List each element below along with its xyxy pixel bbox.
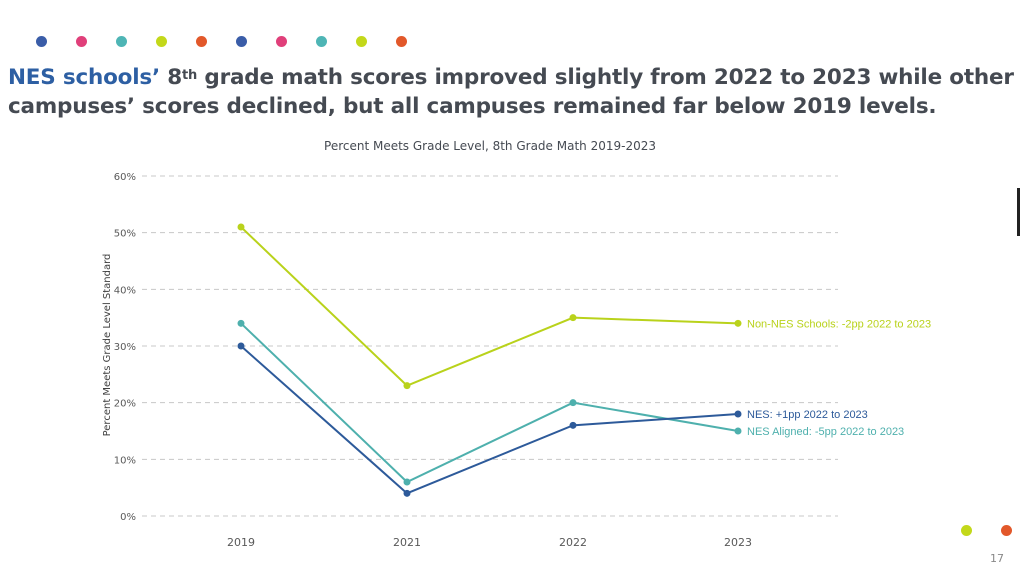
data-point (569, 421, 577, 429)
y-tick-label: 60% (114, 172, 136, 183)
page-number: 17 (990, 552, 1004, 565)
side-edge-bar (1017, 188, 1020, 236)
data-point (734, 410, 742, 418)
y-tick-label: 40% (114, 285, 136, 296)
series-label: NES: +1pp 2022 to 2023 (747, 409, 868, 421)
series-labels: Non-NES Schools: -2pp 2022 to 2023 NES Al… (747, 318, 931, 438)
decorative-dot (316, 36, 327, 47)
corner-dot (1001, 525, 1012, 536)
y-tick-label: 0% (120, 512, 136, 523)
decorative-dot (196, 36, 207, 47)
data-point (403, 489, 411, 497)
gridlines (142, 175, 838, 517)
x-tick-labels: 2019 2021 2022 2023 (227, 536, 752, 549)
series-lines (237, 223, 742, 497)
decorative-dot (356, 36, 367, 47)
chart-title: Percent Meets Grade Level, 8th Grade Mat… (324, 139, 656, 153)
decorative-dot (156, 36, 167, 47)
x-tick-label: 2019 (227, 536, 255, 549)
data-point (403, 382, 411, 390)
y-tick-labels: 0% 10% 20% 30% 40% 50% 60% (114, 172, 136, 523)
data-point (237, 223, 245, 231)
series-label: NES Aligned: -5pp 2022 to 2023 (747, 426, 904, 438)
data-point (569, 314, 577, 322)
data-point (734, 319, 742, 327)
decorative-dot (276, 36, 287, 47)
decorative-dot (36, 36, 47, 47)
decorative-dot (236, 36, 247, 47)
series-label: Non-NES Schools: -2pp 2022 to 2023 (747, 318, 931, 330)
y-tick-label: 20% (114, 399, 136, 410)
y-axis-label: Percent Meets Grade Level Standard (102, 254, 113, 437)
headline-text-2: grade math scores improved slightly from… (8, 65, 1014, 119)
series-line (240, 226, 739, 387)
y-tick-label: 10% (114, 455, 136, 466)
corner-dot (961, 525, 972, 536)
data-point (569, 399, 577, 407)
series-line (240, 345, 739, 495)
data-point (734, 427, 742, 435)
x-tick-label: 2022 (559, 536, 587, 549)
slide-headline: NES schools’ 8th grade math scores impro… (8, 63, 1018, 121)
x-tick-label: 2023 (724, 536, 752, 549)
y-tick-label: 50% (114, 229, 136, 240)
decorative-dot (396, 36, 407, 47)
x-tick-label: 2021 (393, 536, 421, 549)
headline-text-1: 8 (159, 65, 183, 90)
data-point (237, 342, 245, 350)
decorative-dot (76, 36, 87, 47)
decorative-dot (116, 36, 127, 47)
data-point (237, 319, 245, 327)
data-point (403, 478, 411, 486)
headline-accent: NES schools’ (8, 65, 160, 90)
y-tick-label: 30% (114, 342, 136, 353)
series-line (240, 322, 739, 484)
headline-superscript: th (182, 68, 198, 83)
